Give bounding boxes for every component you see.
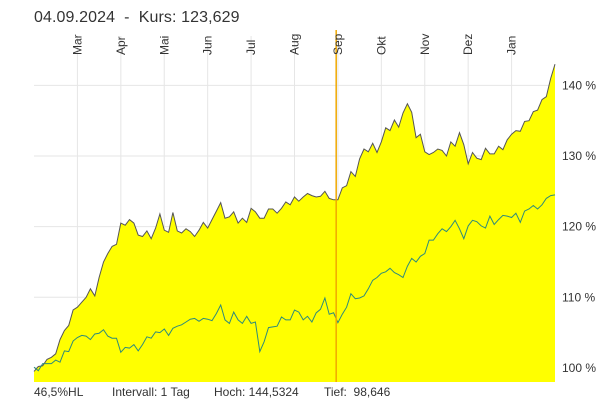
y-axis-ticks: 100 % 110 % 120 % 130 % 140 %: [562, 78, 596, 374]
x-tick-label: Mar: [70, 34, 84, 55]
x-tick-label: Sep: [331, 33, 345, 55]
y-tick-label: 120 %: [562, 220, 596, 234]
header-price-value: 123,629: [181, 9, 240, 26]
x-axis-ticks: Mar Apr Mai Jun Jul Aug Sep Okt Nov Dez Jan: [70, 33, 518, 55]
y-tick-label: 140 %: [562, 78, 596, 92]
y-tick-label: 130 %: [562, 149, 596, 163]
price-area-fill: [34, 64, 555, 382]
x-tick-label: Dez: [461, 34, 475, 55]
chart-footer: 46,5%HL Intervall: 1 Tag Hoch: 144,5324 …: [34, 385, 614, 401]
price-line: [33, 64, 556, 372]
y-tick-label: 100 %: [562, 361, 596, 375]
high-stat: Hoch: 144,5324: [214, 385, 299, 399]
benchmark-line: [33, 194, 556, 372]
header-date: 04.09.2024: [34, 9, 116, 26]
header-price-label: Kurs:: [138, 9, 177, 26]
x-tick-label: Aug: [288, 34, 302, 55]
x-tick-label: Jan: [505, 36, 519, 55]
low-stat: Tief: 98,646: [324, 385, 391, 399]
x-tick-label: Jun: [201, 36, 215, 55]
x-tick-label: Jul: [244, 40, 258, 55]
x-tick-label: Nov: [418, 34, 432, 55]
header-separator: -: [124, 9, 130, 26]
x-tick-label: Mai: [157, 36, 171, 55]
x-tick-label: Okt: [374, 36, 388, 55]
range-stat: 46,5%HL: [34, 385, 84, 399]
interval-stat: Intervall: 1 Tag: [112, 385, 190, 399]
y-tick-label: 110 %: [562, 290, 595, 304]
chart-header: 04.09.2024 - Kurs: 123,629: [34, 9, 240, 27]
x-tick-label: Apr: [114, 36, 128, 55]
